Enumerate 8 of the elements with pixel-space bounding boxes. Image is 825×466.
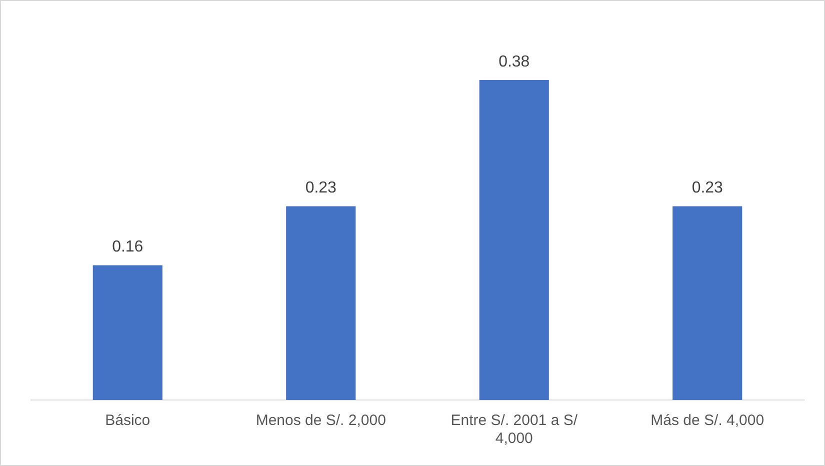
- x-tick-label: Entre S/. 2001 a S/ 4,000: [450, 412, 578, 448]
- x-tick-label: Básico: [105, 412, 150, 430]
- data-label: 0.38: [498, 53, 530, 70]
- data-label: 0.23: [692, 180, 724, 197]
- x-tick-label: Más de S/. 4,000: [650, 412, 764, 430]
- data-label: 0.16: [112, 238, 144, 256]
- data-label: 0.23: [305, 180, 337, 197]
- x-tick-label: Menos de S/. 2,000: [256, 412, 386, 430]
